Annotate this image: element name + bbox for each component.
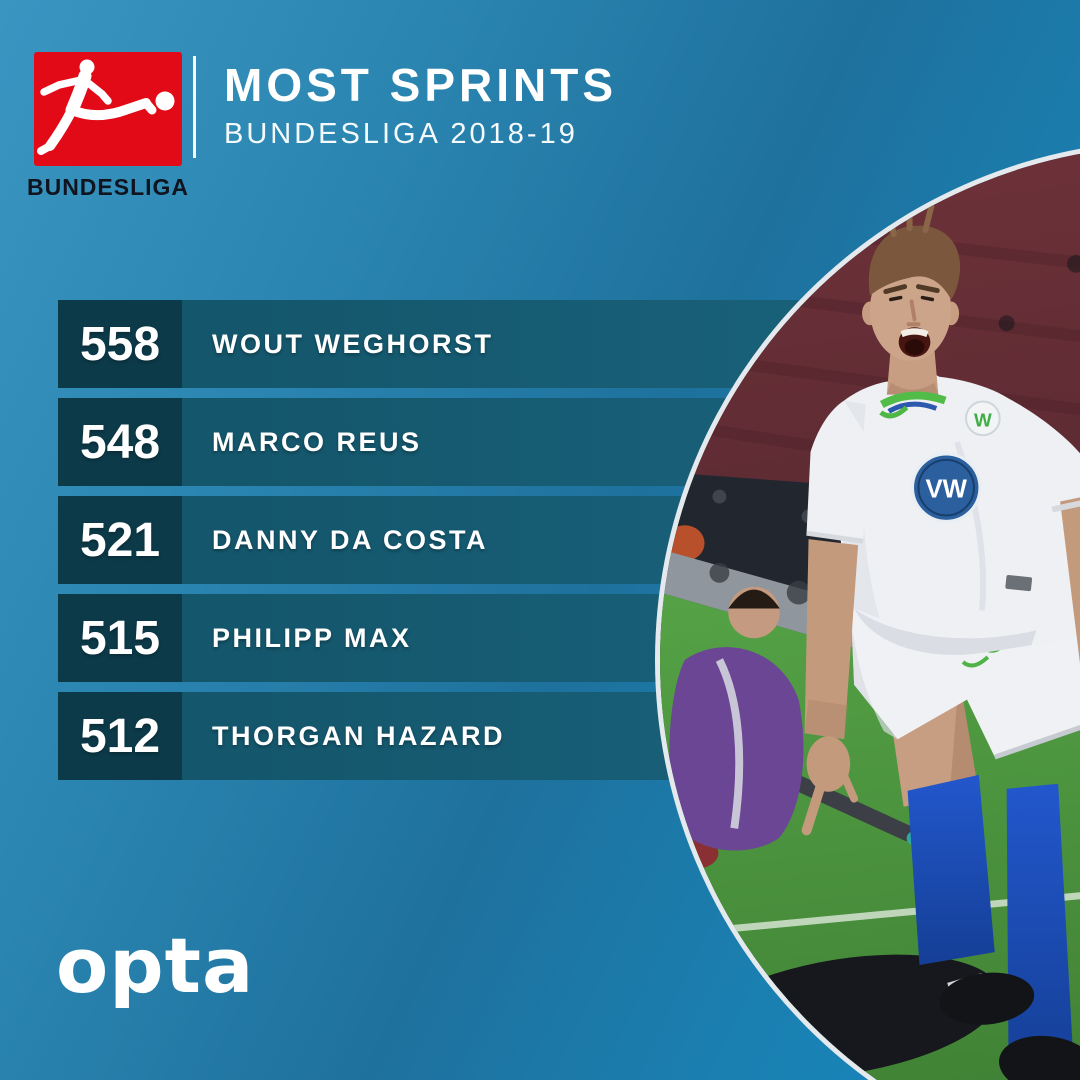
page-title: MOST SPRINTS [224,59,618,111]
bundesliga-wordmark: BUNDESLIGA [26,174,190,200]
page-subtitle: BUNDESLIGA 2018-19 [224,118,578,150]
sprint-count: 558 [58,300,182,388]
bundesliga-logo [34,52,182,166]
stadium-scene: 9 [660,145,1080,1080]
sprint-count: 512 [58,692,182,780]
table-row: 548 MARCO REUS [58,398,811,486]
header-divider [193,56,196,158]
sprint-count: 548 [58,398,182,486]
sprint-count: 521 [58,496,182,584]
player-name: WOUT WEGHORST [182,300,811,388]
bundesliga-player-kick-icon [37,59,175,155]
sprint-count: 515 [58,594,182,682]
club-crest-letter: W [974,409,992,430]
opta-logo: opta [56,921,255,1010]
sponsor-badge-text: VW [925,476,967,504]
table-row: 558 WOUT WEGHORST [58,300,811,388]
player-photo: 9 [655,140,1080,1080]
